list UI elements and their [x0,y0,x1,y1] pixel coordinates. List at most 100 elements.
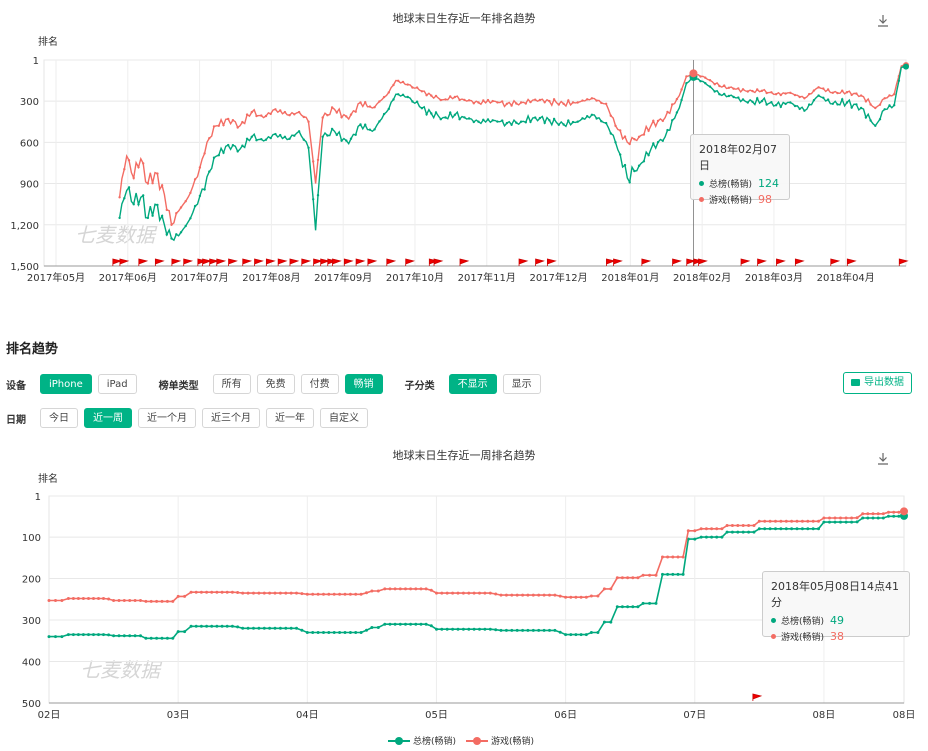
data-point [215,624,219,628]
data-point [699,535,703,539]
legend-item-game[interactable]: 游戏(畅销) [466,734,534,747]
type-free-button[interactable]: 免费 [256,374,295,394]
data-point [165,233,168,236]
data-point [453,95,457,99]
data-point [236,591,240,594]
date-year-button[interactable]: 近一年 [266,408,314,428]
data-point [370,626,374,629]
data-point [183,630,187,634]
data-point [534,116,537,119]
data-point [429,588,433,592]
data-point [768,527,772,531]
legend-item-overall[interactable]: 总榜(畅销) [388,734,456,747]
data-point [642,160,646,163]
data-point [236,126,239,129]
data-point [354,592,358,596]
data-point [393,587,397,591]
data-point [524,121,527,124]
y-tick-label: 300 [20,97,39,108]
download-icon[interactable] [878,453,888,465]
download-icon[interactable] [878,15,888,27]
device-label: 设备 [6,380,26,392]
data-point [595,99,598,102]
data-point [579,633,583,637]
data-point [602,620,606,624]
data-point [768,519,772,523]
date-3month-button[interactable]: 近三个月 [202,408,260,428]
rank-flag [367,258,378,266]
data-point [652,142,655,145]
data-point [434,111,438,114]
y-tick-label: 600 [20,138,39,149]
data-point [203,152,206,155]
data-point [822,87,825,90]
rank-flag [830,258,841,266]
data-point [666,555,670,559]
data-point [596,631,600,634]
data-point [774,93,778,96]
data-point [888,104,891,107]
data-point [184,200,187,203]
data-point [458,98,461,102]
data-point [146,182,150,185]
x-tick-label: 2017年07月 [170,271,228,284]
data-point [671,103,674,106]
data-point [231,144,235,147]
data-point [107,597,111,601]
device-ipad-button[interactable]: iPad [97,374,137,394]
date-custom-button[interactable]: 自定义 [320,408,368,428]
data-point [741,88,745,91]
data-point [784,519,788,523]
data-point [850,93,853,97]
type-paid-button[interactable]: 付费 [300,374,339,394]
rank-flag [332,258,342,266]
rank-flag [242,258,253,266]
data-point [817,519,820,523]
data-point [869,119,872,122]
rank-flag [254,258,264,266]
data-point [311,592,315,596]
data-point [537,593,541,597]
data-point [278,591,282,595]
data-point [409,622,413,626]
data-point [537,628,541,632]
data-point [467,99,471,102]
data-point [897,79,901,82]
data-point [382,112,386,116]
data-point [208,170,211,173]
subcat-hide-button[interactable]: 不显示 [448,374,497,394]
date-today-button[interactable]: 今日 [40,408,78,428]
data-point [193,178,197,181]
data-point [841,89,844,92]
data-point [194,590,198,594]
data-point [359,123,362,126]
device-iphone-button[interactable]: iPhone [40,374,92,394]
rank-flag [846,258,857,266]
export-data-button[interactable]: 导出数据 [843,372,912,394]
subcat-show-button[interactable]: 显示 [502,374,541,394]
data-point [741,98,745,101]
data-point [472,120,475,124]
data-point [316,194,320,197]
data-point [118,216,121,220]
data-point [260,114,263,117]
rank-flag [216,258,227,266]
type-grossing-button[interactable]: 畅销 [344,374,383,394]
data-point [850,520,854,524]
data-point [283,135,287,138]
date-week-button[interactable]: 近一周 [84,408,132,428]
data-point [633,138,636,141]
type-all-button[interactable]: 所有 [212,374,251,394]
data-point [704,76,707,79]
data-point [194,624,198,628]
data-point [789,91,792,95]
data-point [779,519,783,523]
data-point [628,181,631,184]
data-point [633,169,636,173]
y-tick-label: 300 [22,616,41,627]
data-point [564,595,568,599]
data-point [736,530,740,534]
data-point [648,601,652,605]
data-point [54,599,57,602]
date-month-button[interactable]: 近一个月 [138,408,196,428]
